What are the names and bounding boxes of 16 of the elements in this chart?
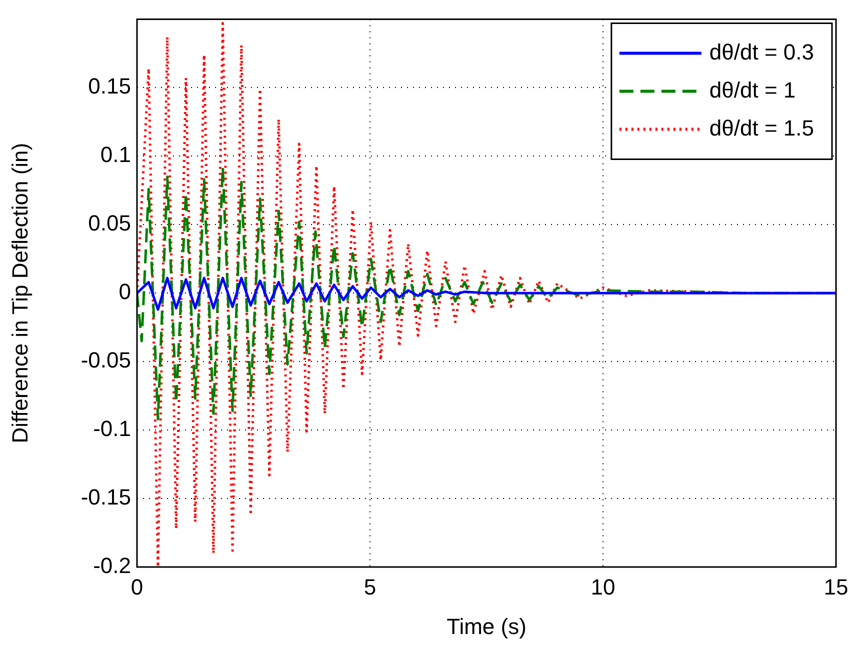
x-tick-label: 5: [364, 574, 376, 600]
y-tick-label: 0.1: [100, 142, 131, 168]
y-tick-label: -0.05: [80, 348, 131, 373]
y-tick-label: -0.15: [80, 484, 131, 510]
x-tick-label: 15: [824, 574, 848, 600]
legend-label: dθ/dt = 0.3: [709, 39, 814, 64]
y-tick-label: 0.15: [88, 74, 131, 99]
x-tick-label: 10: [590, 574, 616, 600]
y-tick-label: 0.05: [88, 210, 131, 236]
legend-label: dθ/dt = 1.5: [709, 115, 814, 140]
legend-label: dθ/dt = 1: [709, 77, 796, 102]
x-axis-title: Time (s): [446, 614, 526, 639]
y-tick-label: 0: [118, 279, 131, 304]
y-tick-label: -0.2: [93, 553, 131, 578]
y-tick-label: -0.1: [93, 416, 131, 442]
y-axis-title: Difference in Tip Deflection (in): [7, 142, 32, 444]
